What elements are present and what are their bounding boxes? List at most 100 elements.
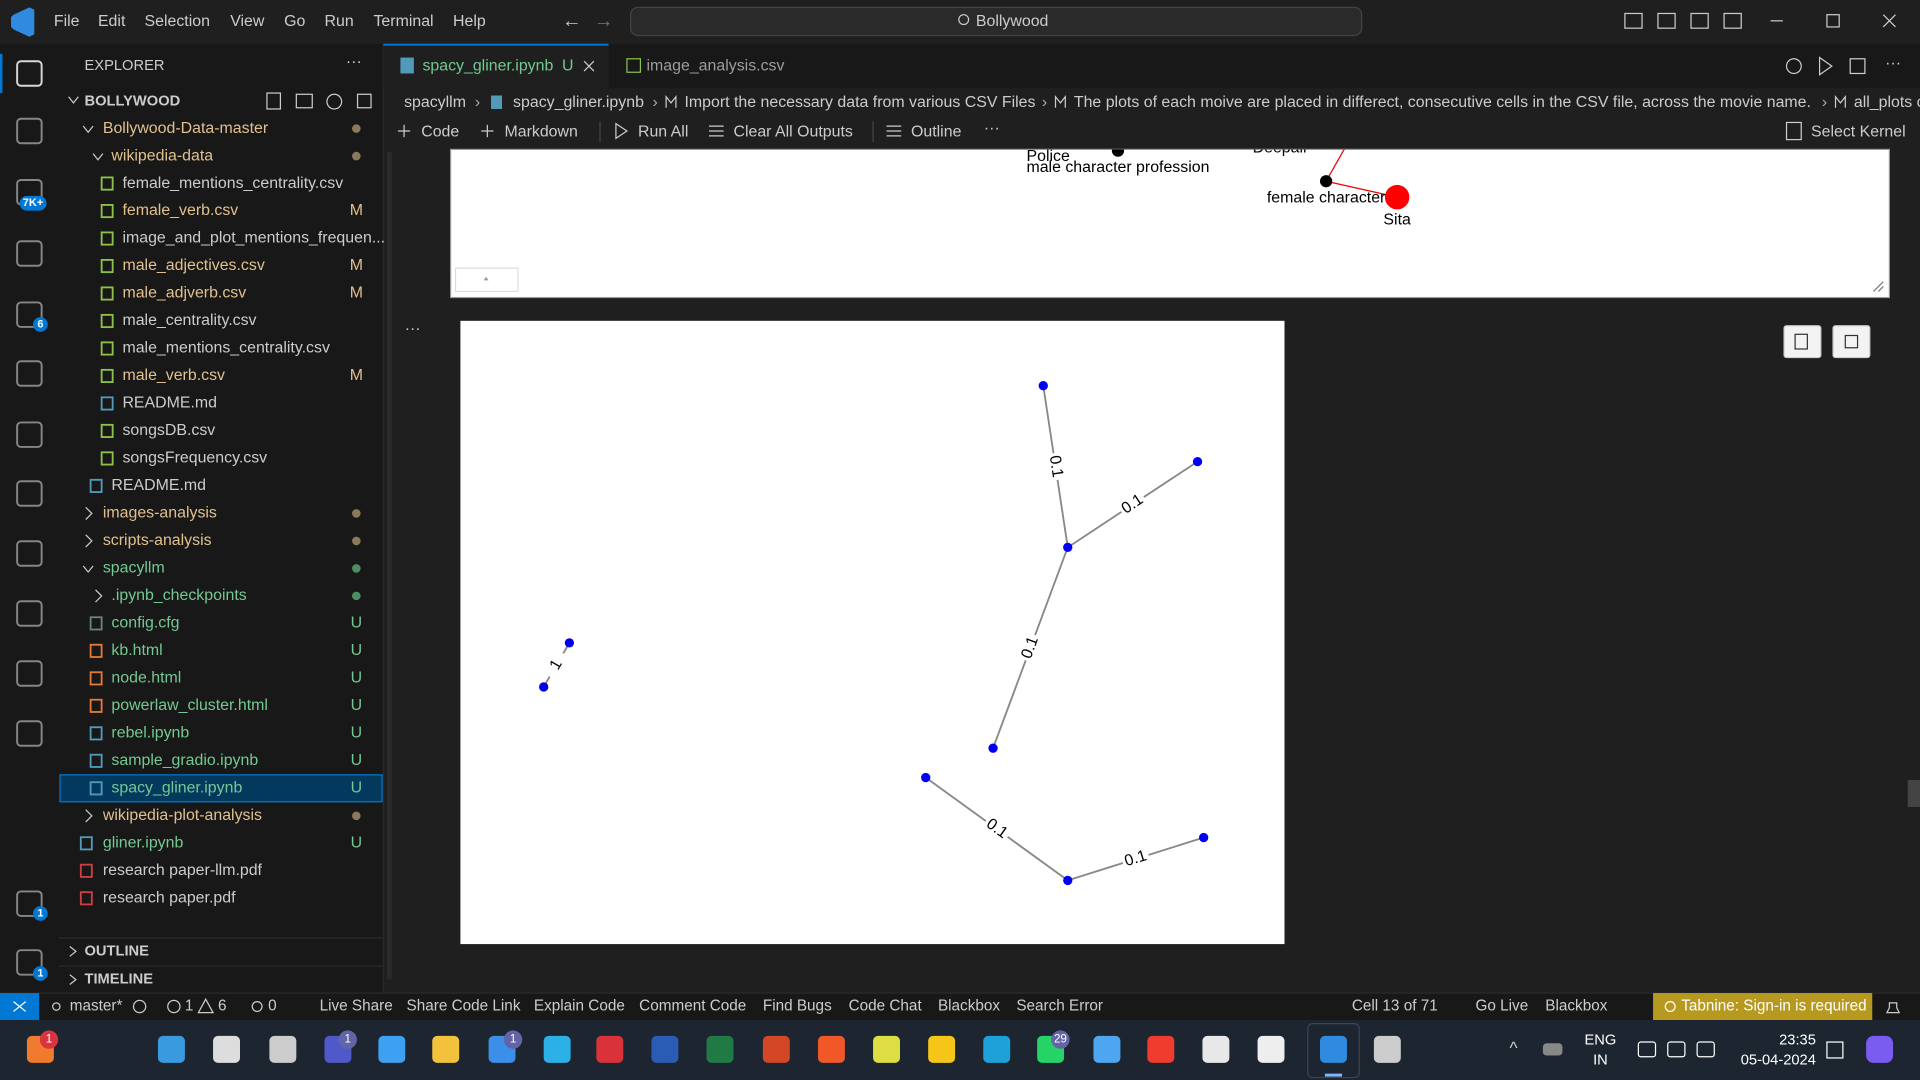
ports-count[interactable]: 0 bbox=[268, 998, 277, 1015]
menu-item[interactable]: Selection bbox=[144, 13, 209, 30]
taskbar-app[interactable] bbox=[983, 1035, 1011, 1063]
toolbar-button[interactable]: Clear All Outputs bbox=[733, 123, 852, 140]
language[interactable]: ENG bbox=[1584, 1033, 1616, 1049]
menu-item[interactable]: Terminal bbox=[373, 13, 433, 30]
toolbar-more[interactable]: ··· bbox=[984, 120, 1000, 137]
tabnine-bg[interactable] bbox=[1653, 993, 1873, 1020]
toolbar-button[interactable]: Code bbox=[421, 123, 459, 140]
back-arrow[interactable]: ← bbox=[562, 10, 582, 32]
taskbar-app[interactable] bbox=[1373, 1035, 1401, 1063]
activity-icon[interactable] bbox=[16, 890, 43, 917]
file-name[interactable]: songsFrequency.csv bbox=[122, 450, 267, 467]
activity-icon[interactable] bbox=[16, 949, 43, 976]
file-name[interactable]: male_adjectives.csv bbox=[122, 257, 264, 274]
taskbar-app[interactable] bbox=[157, 1035, 185, 1063]
active-tab[interactable] bbox=[383, 44, 609, 89]
select-kernel[interactable]: Select Kernel bbox=[1811, 123, 1906, 140]
refresh[interactable] bbox=[326, 93, 343, 110]
taskbar-app[interactable] bbox=[1257, 1035, 1285, 1063]
scrollbar[interactable] bbox=[1907, 780, 1920, 807]
taskbar-app[interactable] bbox=[873, 1035, 900, 1063]
breadcrumb-item[interactable]: The plots of each moive are placed in di… bbox=[1074, 94, 1811, 111]
warning-count[interactable]: 6 bbox=[218, 998, 227, 1015]
section-header[interactable]: TIMELINE bbox=[84, 971, 153, 987]
tabnine-status[interactable]: Tabnine: Sign-in is required bbox=[1681, 998, 1866, 1015]
status-item[interactable]: Live Share bbox=[320, 998, 393, 1015]
file-name[interactable]: README.md bbox=[122, 395, 217, 412]
tray-icon[interactable] bbox=[1696, 1041, 1715, 1058]
file-name[interactable]: images-analysis bbox=[103, 505, 217, 522]
taskbar-app[interactable] bbox=[651, 1035, 679, 1063]
toggle-sidebar[interactable] bbox=[1624, 12, 1643, 29]
tab-close[interactable] bbox=[583, 60, 595, 72]
file-name[interactable]: male_centrality.csv bbox=[122, 312, 256, 329]
tray-icon[interactable] bbox=[1667, 1041, 1686, 1058]
file-name[interactable]: wikipedia-data bbox=[110, 147, 213, 164]
file-name[interactable]: config.cfg bbox=[111, 615, 179, 632]
workspace-root[interactable]: BOLLYWOOD bbox=[84, 94, 180, 110]
activity-icon[interactable] bbox=[16, 301, 43, 328]
status-item[interactable]: Comment Code bbox=[639, 998, 746, 1015]
customize-layout[interactable] bbox=[1723, 12, 1742, 29]
taskbar-app[interactable] bbox=[817, 1035, 845, 1063]
status-item[interactable]: Share Code Link bbox=[407, 998, 521, 1015]
taskbar-app[interactable] bbox=[1093, 1035, 1121, 1063]
file-name[interactable]: research paper.pdf bbox=[103, 889, 236, 906]
menu-item[interactable]: Go bbox=[284, 13, 305, 30]
close-window[interactable] bbox=[1882, 14, 1896, 28]
menu-item[interactable]: View bbox=[230, 13, 265, 30]
cell-indicator[interactable]: Cell 13 of 71 bbox=[1352, 998, 1438, 1015]
file-name[interactable]: wikipedia-plot-analysis bbox=[102, 807, 262, 824]
region[interactable]: IN bbox=[1593, 1052, 1608, 1068]
activity-icon[interactable] bbox=[16, 540, 43, 567]
menu-item[interactable]: Help bbox=[453, 13, 486, 30]
taskbar-app[interactable] bbox=[543, 1035, 571, 1063]
new-file[interactable] bbox=[266, 92, 282, 110]
file-name[interactable]: spacy_gliner.ipynb bbox=[111, 780, 242, 797]
error-count[interactable]: 1 bbox=[185, 998, 194, 1015]
file-name[interactable]: gliner.ipynb bbox=[103, 835, 184, 852]
toggle-secondary[interactable] bbox=[1690, 12, 1709, 29]
diff-action[interactable] bbox=[1849, 58, 1866, 75]
taskbar-app[interactable] bbox=[1202, 1035, 1230, 1063]
file-name[interactable]: female_verb.csv bbox=[122, 202, 238, 219]
taskbar-app[interactable] bbox=[596, 1035, 624, 1063]
tray-chevron[interactable]: ^ bbox=[1509, 1038, 1517, 1058]
status-item[interactable]: Explain Code bbox=[534, 998, 625, 1015]
collapse-all[interactable] bbox=[356, 93, 372, 109]
activity-icon[interactable] bbox=[16, 480, 43, 507]
taskbar-app[interactable] bbox=[1320, 1035, 1347, 1063]
toolbar-button[interactable]: Markdown bbox=[504, 123, 577, 140]
status-item[interactable]: Blackbox bbox=[1545, 998, 1607, 1015]
copy-output[interactable] bbox=[1783, 325, 1822, 359]
file-name[interactable]: male_mentions_centrality.csv bbox=[122, 340, 330, 357]
more-actions[interactable]: ··· bbox=[1885, 55, 1901, 72]
status-item[interactable]: Find Bugs bbox=[763, 998, 832, 1015]
file-name[interactable]: research paper-llm.pdf bbox=[103, 862, 263, 879]
activity-icon[interactable] bbox=[16, 660, 43, 687]
forward-arrow[interactable]: → bbox=[594, 10, 614, 32]
sidebar-more[interactable]: ··· bbox=[346, 54, 362, 71]
breadcrumb-item[interactable]: Import the necessary data from various C… bbox=[684, 94, 1035, 111]
notification-icon[interactable] bbox=[1826, 1041, 1844, 1059]
branch[interactable]: master* bbox=[70, 998, 123, 1015]
activity-icon[interactable] bbox=[16, 720, 43, 747]
file-name[interactable]: Bollywood-Data-master bbox=[103, 120, 269, 137]
file-name[interactable]: spacyllm bbox=[103, 560, 165, 577]
file-name[interactable]: kb.html bbox=[111, 642, 162, 659]
file-name[interactable]: female_mentions_centrality.csv bbox=[122, 175, 343, 192]
clock-time[interactable]: 23:35 bbox=[1779, 1033, 1816, 1049]
clock-date[interactable]: 05-04-2024 bbox=[1741, 1052, 1816, 1068]
activity-icon[interactable] bbox=[16, 117, 43, 145]
vscode-logo[interactable] bbox=[11, 7, 35, 37]
sidebar-scrollbar[interactable] bbox=[386, 151, 392, 980]
taskbar-app[interactable] bbox=[269, 1035, 297, 1063]
breadcrumb-item[interactable]: spacy_gliner.ipynb bbox=[513, 94, 644, 111]
file-name[interactable]: rebel.ipynb bbox=[111, 725, 189, 742]
restore[interactable] bbox=[1826, 14, 1840, 28]
toggle-panel[interactable] bbox=[1657, 12, 1676, 29]
status-item[interactable]: Search Error bbox=[1016, 998, 1103, 1015]
file-name[interactable]: README.md bbox=[111, 477, 206, 494]
file-name[interactable]: image_and_plot_mentions_frequen... bbox=[122, 230, 385, 247]
tab-label[interactable]: image_analysis.csv bbox=[647, 57, 785, 74]
